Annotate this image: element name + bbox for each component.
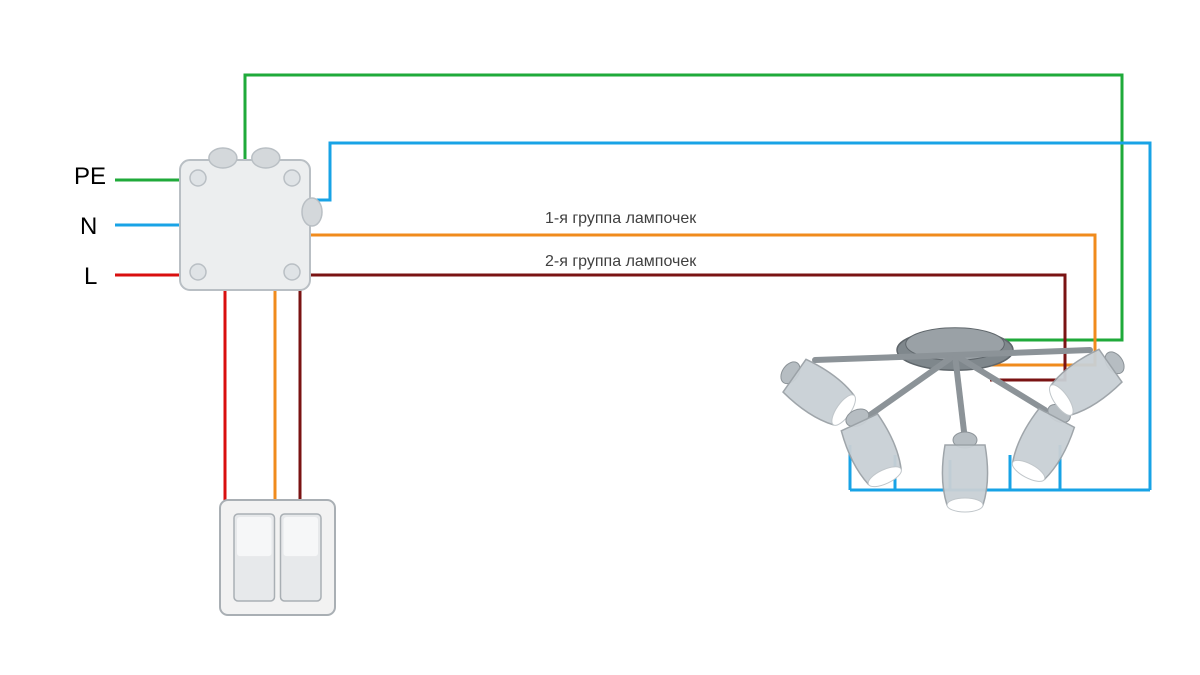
diagram-root: PE NL 1-я группа лампочек 2-я группа лампоч…: [0, 0, 1200, 675]
label-N: N: [80, 213, 97, 241]
label-PE: PE: [74, 163, 106, 191]
lamp-3: [942, 432, 987, 512]
label-L: L: [84, 263, 97, 291]
label-group1: 1-я группа лампочек: [545, 210, 696, 228]
wire-pe-to-lamp: [245, 75, 1122, 340]
junction-box: [180, 148, 322, 290]
chandelier: [771, 328, 1134, 512]
wire-layer: [115, 75, 1150, 520]
wiring-diagram: [0, 0, 1200, 675]
label-group2: 2-я группа лампочек: [545, 253, 696, 271]
double-switch: [220, 500, 335, 615]
